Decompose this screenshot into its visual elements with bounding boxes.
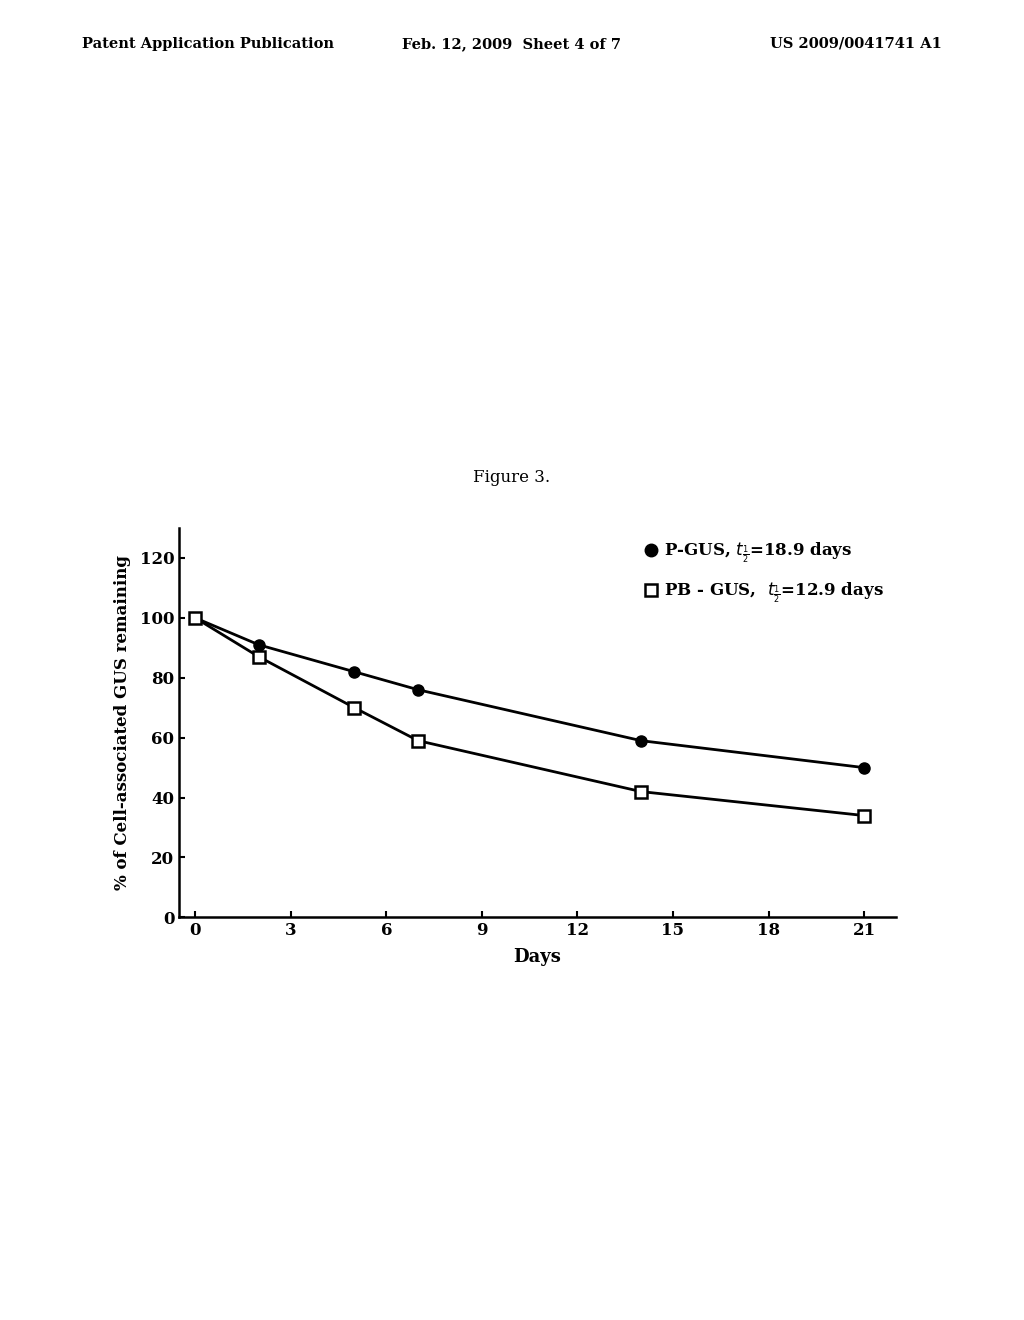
X-axis label: Days: Days bbox=[514, 948, 561, 966]
Legend: P-GUS, $t_{\frac{1}{2}}$=18.9 days, PB - GUS,  $t_{\frac{1}{2}}$=12.9 days: P-GUS, $t_{\frac{1}{2}}$=18.9 days, PB -… bbox=[643, 536, 889, 610]
Text: Feb. 12, 2009  Sheet 4 of 7: Feb. 12, 2009 Sheet 4 of 7 bbox=[402, 37, 622, 51]
Text: US 2009/0041741 A1: US 2009/0041741 A1 bbox=[770, 37, 942, 51]
Y-axis label: % of Cell-associated GUS remaining: % of Cell-associated GUS remaining bbox=[115, 556, 131, 890]
Text: Patent Application Publication: Patent Application Publication bbox=[82, 37, 334, 51]
Text: Figure 3.: Figure 3. bbox=[473, 469, 551, 486]
